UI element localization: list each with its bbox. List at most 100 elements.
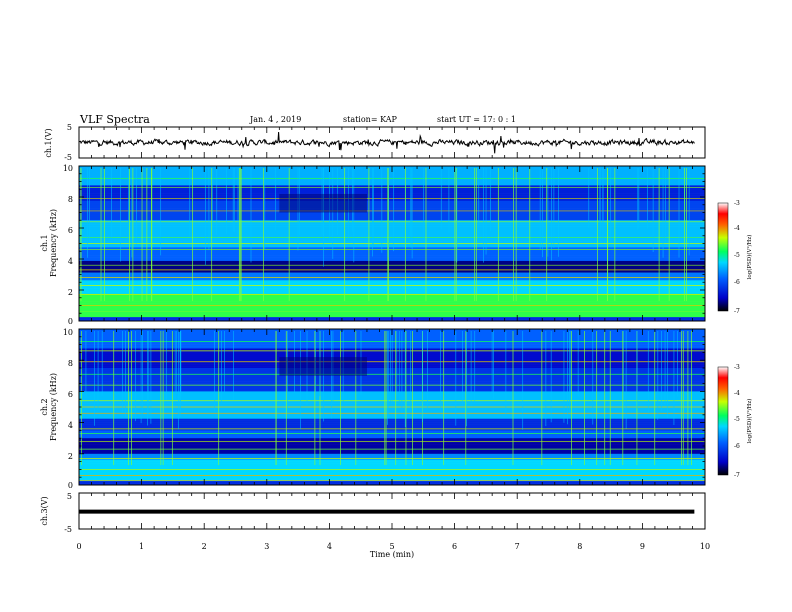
- ch1-spec-band: [79, 193, 705, 196]
- ch1-spec-band: [79, 233, 705, 237]
- ch1-spec-band: [79, 183, 705, 186]
- ch1-spec-band: [79, 290, 705, 293]
- ch1-spec-band: [79, 247, 705, 250]
- ch1-spec-dark-patch: [279, 193, 367, 213]
- ch1-spec-band: [79, 171, 705, 175]
- ch1-spec-band: [79, 299, 705, 302]
- ch2-spec-band: [79, 414, 705, 418]
- x-tick-label: 7: [515, 542, 520, 551]
- ch1-spec-band: [79, 251, 705, 254]
- ch2-spec-band: [79, 422, 705, 425]
- ch3-waveform-panel: 5 -5 ch.3(V): [40, 492, 706, 534]
- ch1-spec-band: [79, 307, 705, 310]
- ch1-spec-band: [79, 175, 705, 178]
- ch2-spec-band: [79, 465, 705, 468]
- ch2-spec-band: [79, 449, 705, 453]
- ch1-spec-band: [79, 235, 705, 238]
- x-tick-label: 0: [76, 542, 81, 551]
- ch1-cbar-tick-m7: -7: [734, 308, 740, 315]
- ch2-spec-band: [79, 416, 705, 419]
- ch1-spec-band: [79, 286, 705, 289]
- ch1-waveform-ticks: [78, 127, 706, 158]
- ch1-spec-band: [79, 262, 705, 266]
- ch1-spec-band: [79, 243, 705, 246]
- x-axis-label: Time (min): [370, 550, 414, 559]
- ch1-ytick-8: 8: [68, 195, 73, 204]
- ch1-spec-band: [79, 280, 705, 283]
- ch2-spec-band: [79, 444, 705, 447]
- ch1-spec-band: [79, 210, 705, 213]
- ch2-spec-band: [79, 438, 705, 441]
- ch1-spec-band: [79, 189, 705, 192]
- x-tick-label: 3: [264, 542, 269, 551]
- ch1-ytick-4: 4: [68, 257, 73, 266]
- ch2-spec-band: [79, 434, 705, 437]
- ch2-spec-band: [79, 430, 705, 433]
- ch3-ytick-top: 5: [67, 492, 72, 501]
- ch1-spec-band: [79, 260, 705, 264]
- ch1-spec-band: [79, 173, 705, 176]
- ch2-spec-band: [79, 403, 705, 406]
- ch1-spec-band: [79, 255, 705, 258]
- ch2-spectrogram-panel: ch.2 Frequency (kHz) 0 2 4 6 8 10 -3 -4 …: [40, 328, 753, 490]
- ch1-spec-band: [79, 197, 705, 200]
- ch2-ytick-8: 8: [68, 359, 73, 368]
- ch2-spectrogram-ticks: [78, 328, 706, 486]
- x-tick-labels: 0 1 2 3 4 5 6 7 8 9 10: [76, 542, 710, 551]
- ch2-spec-band: [79, 463, 705, 466]
- ch2-spec-band: [79, 410, 705, 414]
- ch1-spec-band: [79, 245, 705, 248]
- ch1-cbar-tick-m6: -6: [734, 279, 740, 286]
- x-tick-label: 4: [327, 542, 332, 551]
- ch1-ytick-10: 10: [63, 164, 73, 173]
- ch1-spec-band: [79, 239, 705, 242]
- station-label: station= KAP: [343, 115, 398, 124]
- ch1-spec-band: [79, 206, 705, 209]
- ch2-spec-band: [79, 408, 705, 412]
- ch2-spec-band: [79, 424, 705, 427]
- ch1-spec-band: [79, 179, 705, 182]
- ch1-cbar-tick-m5: -5: [734, 252, 740, 259]
- start-time-label: start UT = 17: 0 : 1: [437, 115, 516, 124]
- x-tick-label: 8: [577, 542, 582, 551]
- ch1-spec-band: [79, 291, 705, 295]
- ch1-spec-band: [79, 231, 705, 235]
- ch2-spec-band: [79, 475, 705, 478]
- ch1-colorbar: [717, 202, 729, 312]
- ch1-spec-band: [79, 198, 705, 202]
- ch1-spectrogram-ticks: [78, 165, 706, 322]
- ch2-freq-label-line1: ch.2: [40, 398, 49, 415]
- ch2-spec-band: [79, 451, 705, 455]
- ch1-spec-band: [79, 272, 705, 275]
- date-label: Jan. 4 , 2019: [249, 115, 301, 124]
- ch1-ylabel: ch.1(V): [44, 128, 53, 157]
- ch1-ytick-bottom: -5: [64, 153, 72, 162]
- x-tick-label: 2: [202, 542, 207, 551]
- ch2-spec-band: [79, 455, 705, 458]
- ch1-spec-band: [79, 177, 705, 180]
- ch1-spec-band: [79, 303, 705, 306]
- ch2-freq-label-line2: Frequency (kHz): [49, 373, 58, 441]
- ch1-spec-band: [79, 226, 705, 229]
- ch2-colorbar: [717, 366, 729, 476]
- ch2-spec-band: [79, 446, 705, 449]
- ch2-spec-band: [79, 453, 705, 457]
- ch2-ytick-10: 10: [63, 328, 73, 337]
- ch1-spec-band: [79, 181, 705, 184]
- ch1-spec-band: [79, 313, 705, 316]
- ch1-spec-band: [79, 274, 705, 277]
- ch2-cbar-label: log(PSD)(V²/Hz): [746, 399, 753, 444]
- ch1-spec-band: [79, 264, 705, 268]
- ch1-spec-band: [79, 270, 705, 273]
- ch1-spec-band: [79, 185, 705, 188]
- ch2-spec-band: [79, 412, 705, 416]
- ch1-spec-band: [79, 202, 705, 206]
- ch1-cbar-label: log(PSD)(V²/Hz): [746, 235, 753, 280]
- ch1-spec-band: [79, 191, 705, 194]
- ch1-ytick-6: 6: [68, 226, 73, 235]
- ch1-spec-band: [79, 278, 705, 281]
- ch1-spec-band: [79, 187, 705, 190]
- ch1-freq-label-line1: ch.1: [40, 234, 49, 251]
- ch2-spectrogram-image: [79, 329, 705, 486]
